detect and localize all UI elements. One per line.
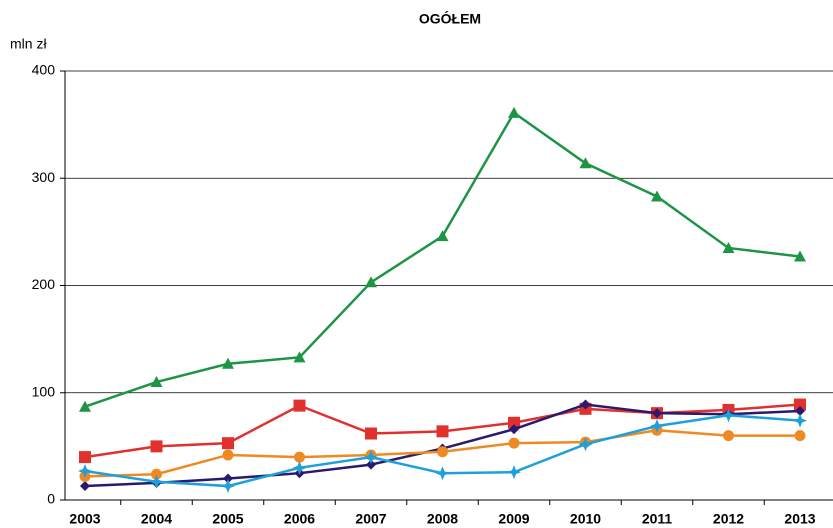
point-marker [293, 399, 306, 412]
point-marker [222, 449, 234, 461]
point-marker [794, 250, 806, 262]
point-marker [222, 357, 234, 369]
point-marker [651, 190, 663, 202]
x-tick-label: 2011 [642, 511, 673, 527]
point-marker [652, 408, 662, 419]
point-marker [222, 437, 234, 450]
point-marker [721, 408, 736, 423]
y-tick-label: 200 [32, 276, 56, 292]
y-tick-label: 400 [32, 62, 56, 78]
x-tick-label: 2008 [427, 511, 458, 527]
point-marker [365, 276, 377, 288]
point-marker [294, 451, 305, 463]
point-marker [508, 416, 520, 429]
point-marker [508, 106, 520, 118]
point-marker [579, 157, 592, 169]
x-tick-label: 2003 [69, 511, 100, 527]
point-marker [79, 400, 91, 412]
x-tick-label: 2010 [570, 511, 601, 527]
point-marker [580, 399, 591, 410]
point-marker [437, 446, 448, 458]
point-marker [794, 398, 806, 411]
x-tick-label: 2012 [713, 511, 744, 527]
chart-title: OGÓŁEM [419, 10, 481, 27]
point-marker [723, 430, 734, 442]
x-tick-label: 2004 [141, 511, 172, 527]
point-marker [508, 437, 520, 449]
point-marker [149, 474, 164, 489]
point-marker [150, 440, 163, 453]
point-marker [436, 230, 449, 242]
y-tick-label: 100 [32, 383, 56, 399]
x-tick-label: 2009 [498, 511, 529, 527]
point-marker [151, 468, 162, 480]
point-marker [150, 376, 163, 388]
x-tick-label: 2006 [284, 511, 315, 527]
y-axis-label: mln zł [10, 36, 47, 52]
point-marker [80, 481, 90, 492]
point-marker [78, 464, 92, 479]
point-marker [722, 241, 735, 253]
x-tick-label: 2007 [355, 511, 386, 527]
point-marker [578, 437, 593, 452]
series-line [84, 111, 801, 408]
point-marker [509, 424, 519, 435]
point-marker [366, 459, 376, 470]
point-marker [364, 450, 378, 465]
point-marker [223, 473, 233, 484]
point-marker [435, 466, 450, 481]
x-tick-label: 2005 [212, 511, 243, 527]
point-marker [436, 425, 449, 438]
y-tick-label: 300 [32, 169, 56, 185]
point-marker [650, 418, 664, 433]
point-marker [79, 451, 91, 464]
point-marker [293, 351, 306, 363]
point-marker [507, 465, 521, 480]
point-marker [221, 479, 235, 494]
point-marker [793, 413, 807, 428]
y-tick-label: 0 [47, 491, 55, 507]
point-marker [292, 460, 307, 475]
point-marker [365, 427, 377, 440]
point-marker [794, 430, 806, 442]
point-marker [795, 405, 805, 416]
x-tick-label: 2013 [784, 511, 815, 527]
